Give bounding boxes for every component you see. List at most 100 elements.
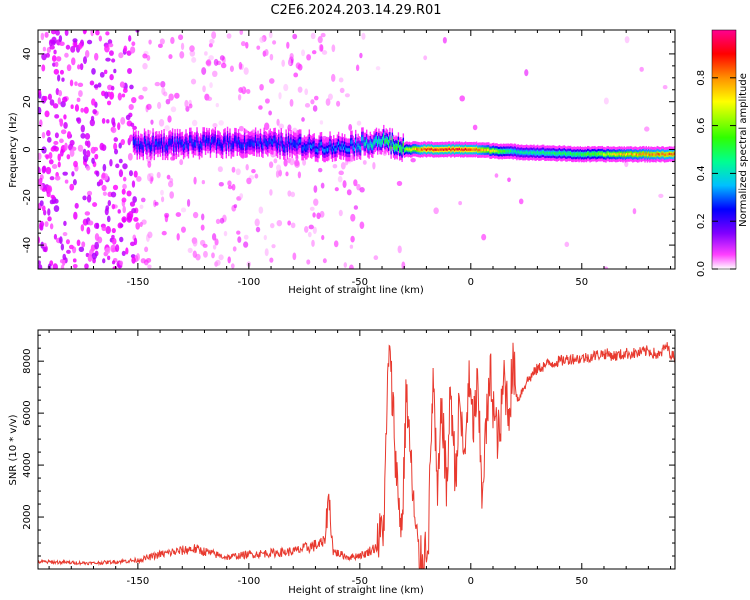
spectrogram-ridge-cell bbox=[250, 141, 252, 145]
spectrogram-cell bbox=[333, 240, 339, 248]
spectrogram-ridge-cell bbox=[484, 149, 486, 152]
spectrogram-ridge-cell bbox=[374, 138, 376, 143]
spectrogram-cell bbox=[212, 244, 217, 250]
spectrogram-ridge-cell bbox=[239, 142, 241, 146]
spectrogram-ridge-cell bbox=[555, 152, 557, 155]
spectrogram-ridge-cell bbox=[478, 148, 480, 152]
spectrogram-cell bbox=[268, 31, 273, 39]
spectrogram-cell bbox=[662, 84, 668, 90]
spectrogram-ridge-cell bbox=[135, 140, 137, 144]
spectrogram-cell bbox=[53, 146, 59, 152]
spectrogram-cell bbox=[301, 117, 305, 122]
spectrogram-cell bbox=[255, 226, 261, 233]
spectrogram-cell bbox=[62, 96, 68, 103]
spectrogram-ridge-cell bbox=[534, 152, 536, 155]
spectrogram-cell bbox=[125, 247, 129, 255]
spectrogram-ridge-cell bbox=[546, 151, 549, 155]
spectrogram-ridge-cell bbox=[424, 148, 426, 151]
spectrogram-cell bbox=[564, 241, 570, 248]
spectrogram-ridge-cell bbox=[535, 151, 538, 155]
spectrogram-cell bbox=[169, 191, 174, 199]
spectrogram-ridge-cell bbox=[186, 143, 188, 147]
spectrogram-ridge-cell bbox=[606, 152, 608, 155]
spectrogram-cell bbox=[304, 103, 311, 108]
spectrogram-ridge-cell bbox=[466, 148, 468, 151]
spectrogram-ridge-cell bbox=[459, 148, 462, 152]
spectrogram-ridge-cell bbox=[331, 148, 334, 153]
spectrogram-ridge-cell bbox=[158, 140, 160, 145]
spectrogram-cell bbox=[227, 256, 231, 264]
spectrogram-ridge-cell bbox=[643, 152, 645, 155]
spectrogram-ridge-cell bbox=[612, 152, 614, 156]
spectrogram-cell bbox=[313, 95, 319, 101]
spectrogram-cell bbox=[168, 54, 173, 60]
spectrogram-cell bbox=[301, 49, 306, 57]
spectrogram-cell bbox=[433, 207, 439, 215]
spectrogram-cell bbox=[289, 98, 294, 107]
spectrogram-cell bbox=[41, 187, 47, 192]
spectrogram-ridge-cell bbox=[558, 151, 561, 155]
spectrogram-cell bbox=[94, 241, 100, 250]
spectrogram-cell bbox=[40, 32, 45, 41]
spectrogram-ridge-cell bbox=[369, 141, 372, 145]
spectrogram-cell bbox=[111, 127, 117, 134]
spectrogram-cell bbox=[94, 233, 100, 241]
snr-x-label: Height of straight line (km) bbox=[288, 585, 424, 596]
spectrogram-cell bbox=[238, 125, 244, 132]
spectrogram-ridge-cell bbox=[309, 144, 312, 149]
spectrogram-ridge-cell bbox=[229, 138, 231, 142]
spectrogram-cell bbox=[115, 163, 120, 169]
spectrogram-cell bbox=[325, 98, 331, 106]
spectrogram-ridge-cell bbox=[539, 151, 541, 155]
spectrogram-cell bbox=[131, 41, 136, 47]
spectrogram-ridge-cell bbox=[497, 150, 500, 153]
spectrogram-ridge-cell bbox=[136, 146, 138, 151]
spectrogram-ridge-cell bbox=[210, 139, 213, 143]
spectrogram-ridge-cell bbox=[221, 145, 224, 150]
spectrogram-cell bbox=[157, 101, 162, 110]
spectrogram-cell bbox=[118, 169, 124, 178]
spectrogram-cell bbox=[61, 77, 65, 82]
spectrogram-cell bbox=[297, 86, 303, 93]
spectrogram-cell bbox=[303, 225, 309, 233]
spectrogram-ridge-cell bbox=[336, 144, 339, 148]
spectrogram-ridge-cell bbox=[379, 140, 381, 145]
spectrogram-cell bbox=[131, 256, 136, 264]
spectrogram-cell bbox=[67, 131, 71, 140]
spectrogram-cell bbox=[154, 81, 161, 87]
spectrogram-cell bbox=[112, 184, 119, 191]
spectrogram-cell bbox=[105, 226, 111, 234]
spectrogram-ridge-cell bbox=[613, 152, 616, 156]
spectrogram-cell bbox=[163, 91, 168, 97]
spectrogram-cell bbox=[79, 63, 84, 71]
spectrogram-ridge-cell bbox=[187, 145, 190, 149]
spectrogram-cell bbox=[132, 196, 137, 203]
spectrogram-cell bbox=[129, 241, 136, 247]
spectrogram-cell bbox=[111, 237, 117, 245]
spectrogram-ridge-cell bbox=[160, 139, 163, 144]
spectrogram-ridge-cell bbox=[361, 137, 363, 141]
x-tick-label: -150 bbox=[127, 576, 150, 587]
spectrogram-ridge-cell bbox=[611, 153, 613, 156]
spectrogram-ridge-cell bbox=[253, 142, 256, 147]
spectrogram-ridge-cell bbox=[658, 153, 661, 156]
spectrogram-ridge-cell bbox=[601, 152, 603, 155]
spectrogram-ridge-cell bbox=[671, 152, 673, 156]
spectrogram-cell bbox=[59, 236, 63, 244]
spectrogram-cell bbox=[122, 205, 126, 214]
spectrogram-cell bbox=[211, 31, 217, 40]
spectrogram-cell bbox=[204, 51, 208, 56]
figure-title: C2E6.2024.203.14.29.R01 bbox=[270, 3, 441, 18]
spectrogram-cell bbox=[311, 50, 317, 55]
spectrogram-cell bbox=[126, 50, 132, 56]
spectrogram-ridge-cell bbox=[511, 149, 513, 153]
spectrogram-cell bbox=[49, 199, 55, 205]
spectrogram-cell bbox=[121, 188, 126, 195]
spectrogram-cell bbox=[264, 98, 270, 104]
spectrogram-ridge-cell bbox=[413, 147, 416, 151]
spectrogram-cell bbox=[59, 69, 64, 75]
spectrogram-ridge-cell bbox=[296, 144, 298, 149]
spectrogram-ridge-cell bbox=[541, 151, 544, 154]
spectrogram-cell bbox=[271, 244, 276, 249]
spectrogram-cell bbox=[104, 247, 111, 254]
